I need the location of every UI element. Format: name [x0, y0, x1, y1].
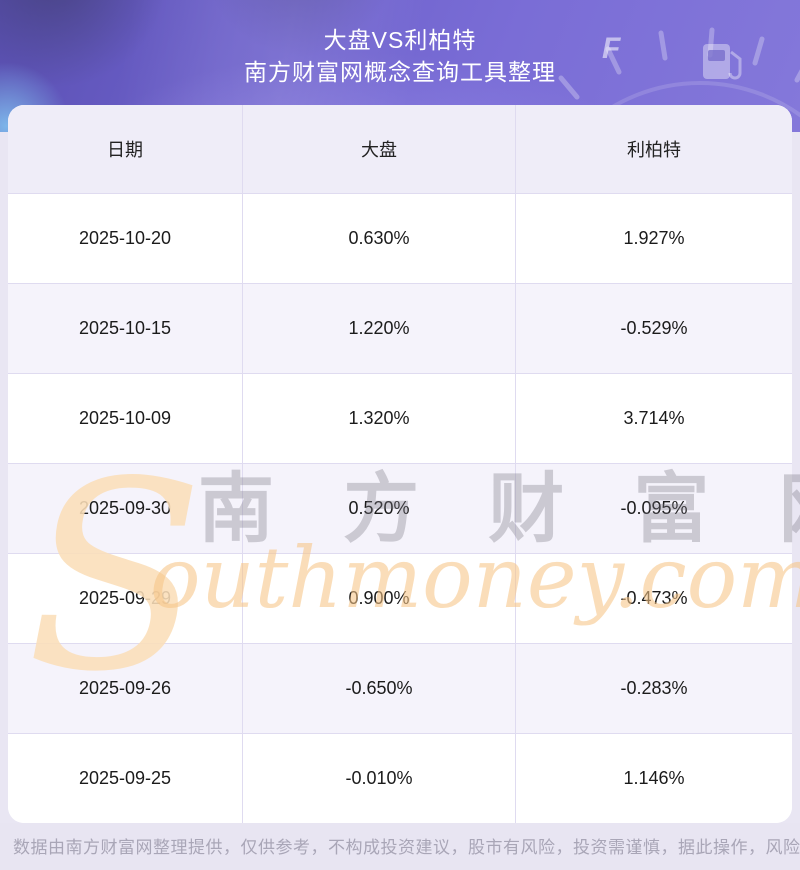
market-change-cell: 1.320%: [243, 374, 516, 463]
stock-change-cell: 1.146%: [623, 768, 685, 788]
table-row: 2025-10-09 1.320% 3.714%: [8, 373, 792, 463]
date-cell: 2025-09-26: [8, 644, 243, 733]
market-change-cell: 0.900%: [243, 554, 516, 643]
date-cell: 2025-09-30: [8, 464, 243, 553]
table-row: 2025-10-20 0.630% 1.927%: [8, 193, 792, 283]
stock-change-cell: -0.095%: [620, 498, 688, 518]
svg-text:F: F: [602, 32, 621, 65]
fuel-gauge-icon: F: [558, 27, 800, 132]
stock-change-cell: -0.529%: [620, 318, 688, 338]
data-table: 日期 大盘 利柏特 2025-10-20 0.630% 1.927% 2025-…: [8, 105, 792, 823]
stock-change-cell: -0.473%: [620, 588, 688, 608]
table-row: 2025-09-26 -0.650% -0.283%: [8, 643, 792, 733]
date-cell: 2025-09-25: [8, 734, 243, 823]
market-change-cell: 0.630%: [243, 194, 516, 283]
table-row: 2025-09-29 0.900% -0.473%: [8, 553, 792, 643]
column-header-market: 大盘: [243, 105, 516, 193]
market-change-cell: 1.220%: [243, 284, 516, 373]
fuel-pump-icon: [703, 44, 742, 80]
date-cell: 2025-10-20: [8, 194, 243, 283]
footer-disclaimer: 数据由南方财富网整理提供，仅供参考，不构成投资建议，股市有风险，投资需谨慎，据此…: [13, 838, 800, 857]
page-subtitle: 南方财富网概念查询工具整理: [244, 59, 556, 85]
market-change-cell: -0.010%: [243, 734, 516, 823]
market-change-cell: 0.520%: [243, 464, 516, 553]
stock-change-cell: 1.927%: [623, 228, 685, 248]
footer-bar: 数据由南方财富网整理提供，仅供参考，不构成投资建议，股市有风险，投资需谨慎，据此…: [0, 823, 800, 870]
table-row: 2025-09-30 0.520% -0.095%: [8, 463, 792, 553]
date-cell: 2025-10-15: [8, 284, 243, 373]
stock-change-cell: 3.714%: [623, 408, 685, 428]
date-cell: 2025-09-29: [8, 554, 243, 643]
date-cell: 2025-10-09: [8, 374, 243, 463]
table-header-row: 日期 大盘 利柏特: [8, 105, 792, 193]
page-title: 大盘VS利柏特: [323, 27, 477, 53]
market-change-cell: -0.650%: [243, 644, 516, 733]
table-row: 2025-09-25 -0.010% 1.146%: [8, 733, 792, 823]
column-header-date: 日期: [8, 105, 243, 193]
stock-change-cell: -0.283%: [620, 678, 688, 698]
table-row: 2025-10-15 1.220% -0.529%: [8, 283, 792, 373]
column-header-stock: 利柏特: [627, 140, 681, 160]
